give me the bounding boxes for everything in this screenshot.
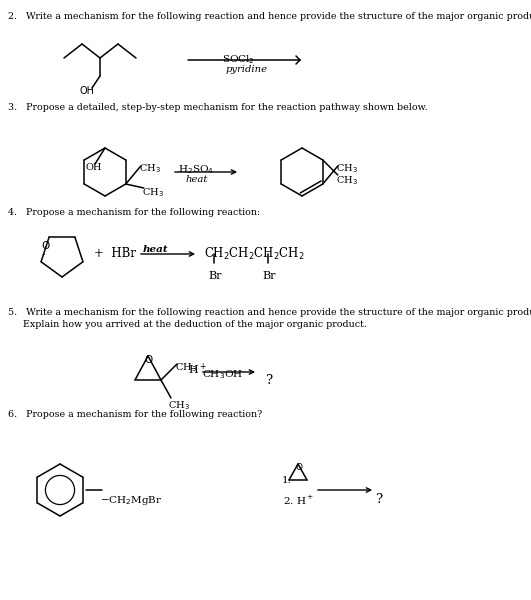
Text: CH$_3$: CH$_3$ — [139, 162, 160, 175]
Text: 2.   Write a mechanism for the following reaction and hence provide the structur: 2. Write a mechanism for the following r… — [8, 12, 531, 21]
Text: OH: OH — [80, 86, 95, 96]
Text: heat: heat — [186, 175, 208, 184]
Text: 6.   Propose a mechanism for the following reaction?: 6. Propose a mechanism for the following… — [8, 410, 262, 419]
Text: CH$_3$: CH$_3$ — [336, 162, 357, 175]
Text: CH$_3$: CH$_3$ — [142, 186, 164, 199]
Text: Explain how you arrived at the deduction of the major organic product.: Explain how you arrived at the deduction… — [8, 320, 367, 329]
Text: +  HBr: + HBr — [94, 247, 136, 260]
Text: O: O — [41, 241, 49, 251]
Text: SOCl$_2$: SOCl$_2$ — [222, 53, 255, 66]
Text: Br: Br — [208, 271, 221, 281]
Text: 2. H$^+$: 2. H$^+$ — [283, 494, 314, 507]
Text: H$_2$SO$_4$: H$_2$SO$_4$ — [178, 163, 214, 176]
Text: CH$_3$: CH$_3$ — [175, 361, 197, 374]
Text: H$^+$: H$^+$ — [188, 362, 207, 377]
Text: heat: heat — [143, 245, 169, 254]
Text: O: O — [144, 355, 152, 365]
Text: Br: Br — [262, 271, 276, 281]
Text: −CH$_2$MgBr: −CH$_2$MgBr — [100, 494, 162, 507]
Text: O: O — [295, 463, 302, 472]
Text: pyridine: pyridine — [226, 65, 268, 74]
Text: 4.   Propose a mechanism for the following reaction:: 4. Propose a mechanism for the following… — [8, 208, 260, 217]
Text: ?: ? — [265, 374, 272, 387]
Text: 1.: 1. — [282, 476, 292, 485]
Text: ..: .. — [41, 249, 46, 257]
Text: CH$_3$: CH$_3$ — [168, 399, 190, 412]
Text: OH: OH — [85, 163, 101, 172]
Text: 5.   Write a mechanism for the following reaction and hence provide the structur: 5. Write a mechanism for the following r… — [8, 308, 531, 317]
Text: CH$_3$: CH$_3$ — [336, 174, 357, 187]
Text: 3.   Propose a detailed, step-by-step mechanism for the reaction pathway shown b: 3. Propose a detailed, step-by-step mech… — [8, 103, 427, 112]
Text: CH$_3$OH: CH$_3$OH — [202, 368, 243, 381]
Text: CH$_2$CH$_2$CH$_2$CH$_2$: CH$_2$CH$_2$CH$_2$CH$_2$ — [204, 246, 305, 262]
Text: ?: ? — [375, 493, 382, 506]
